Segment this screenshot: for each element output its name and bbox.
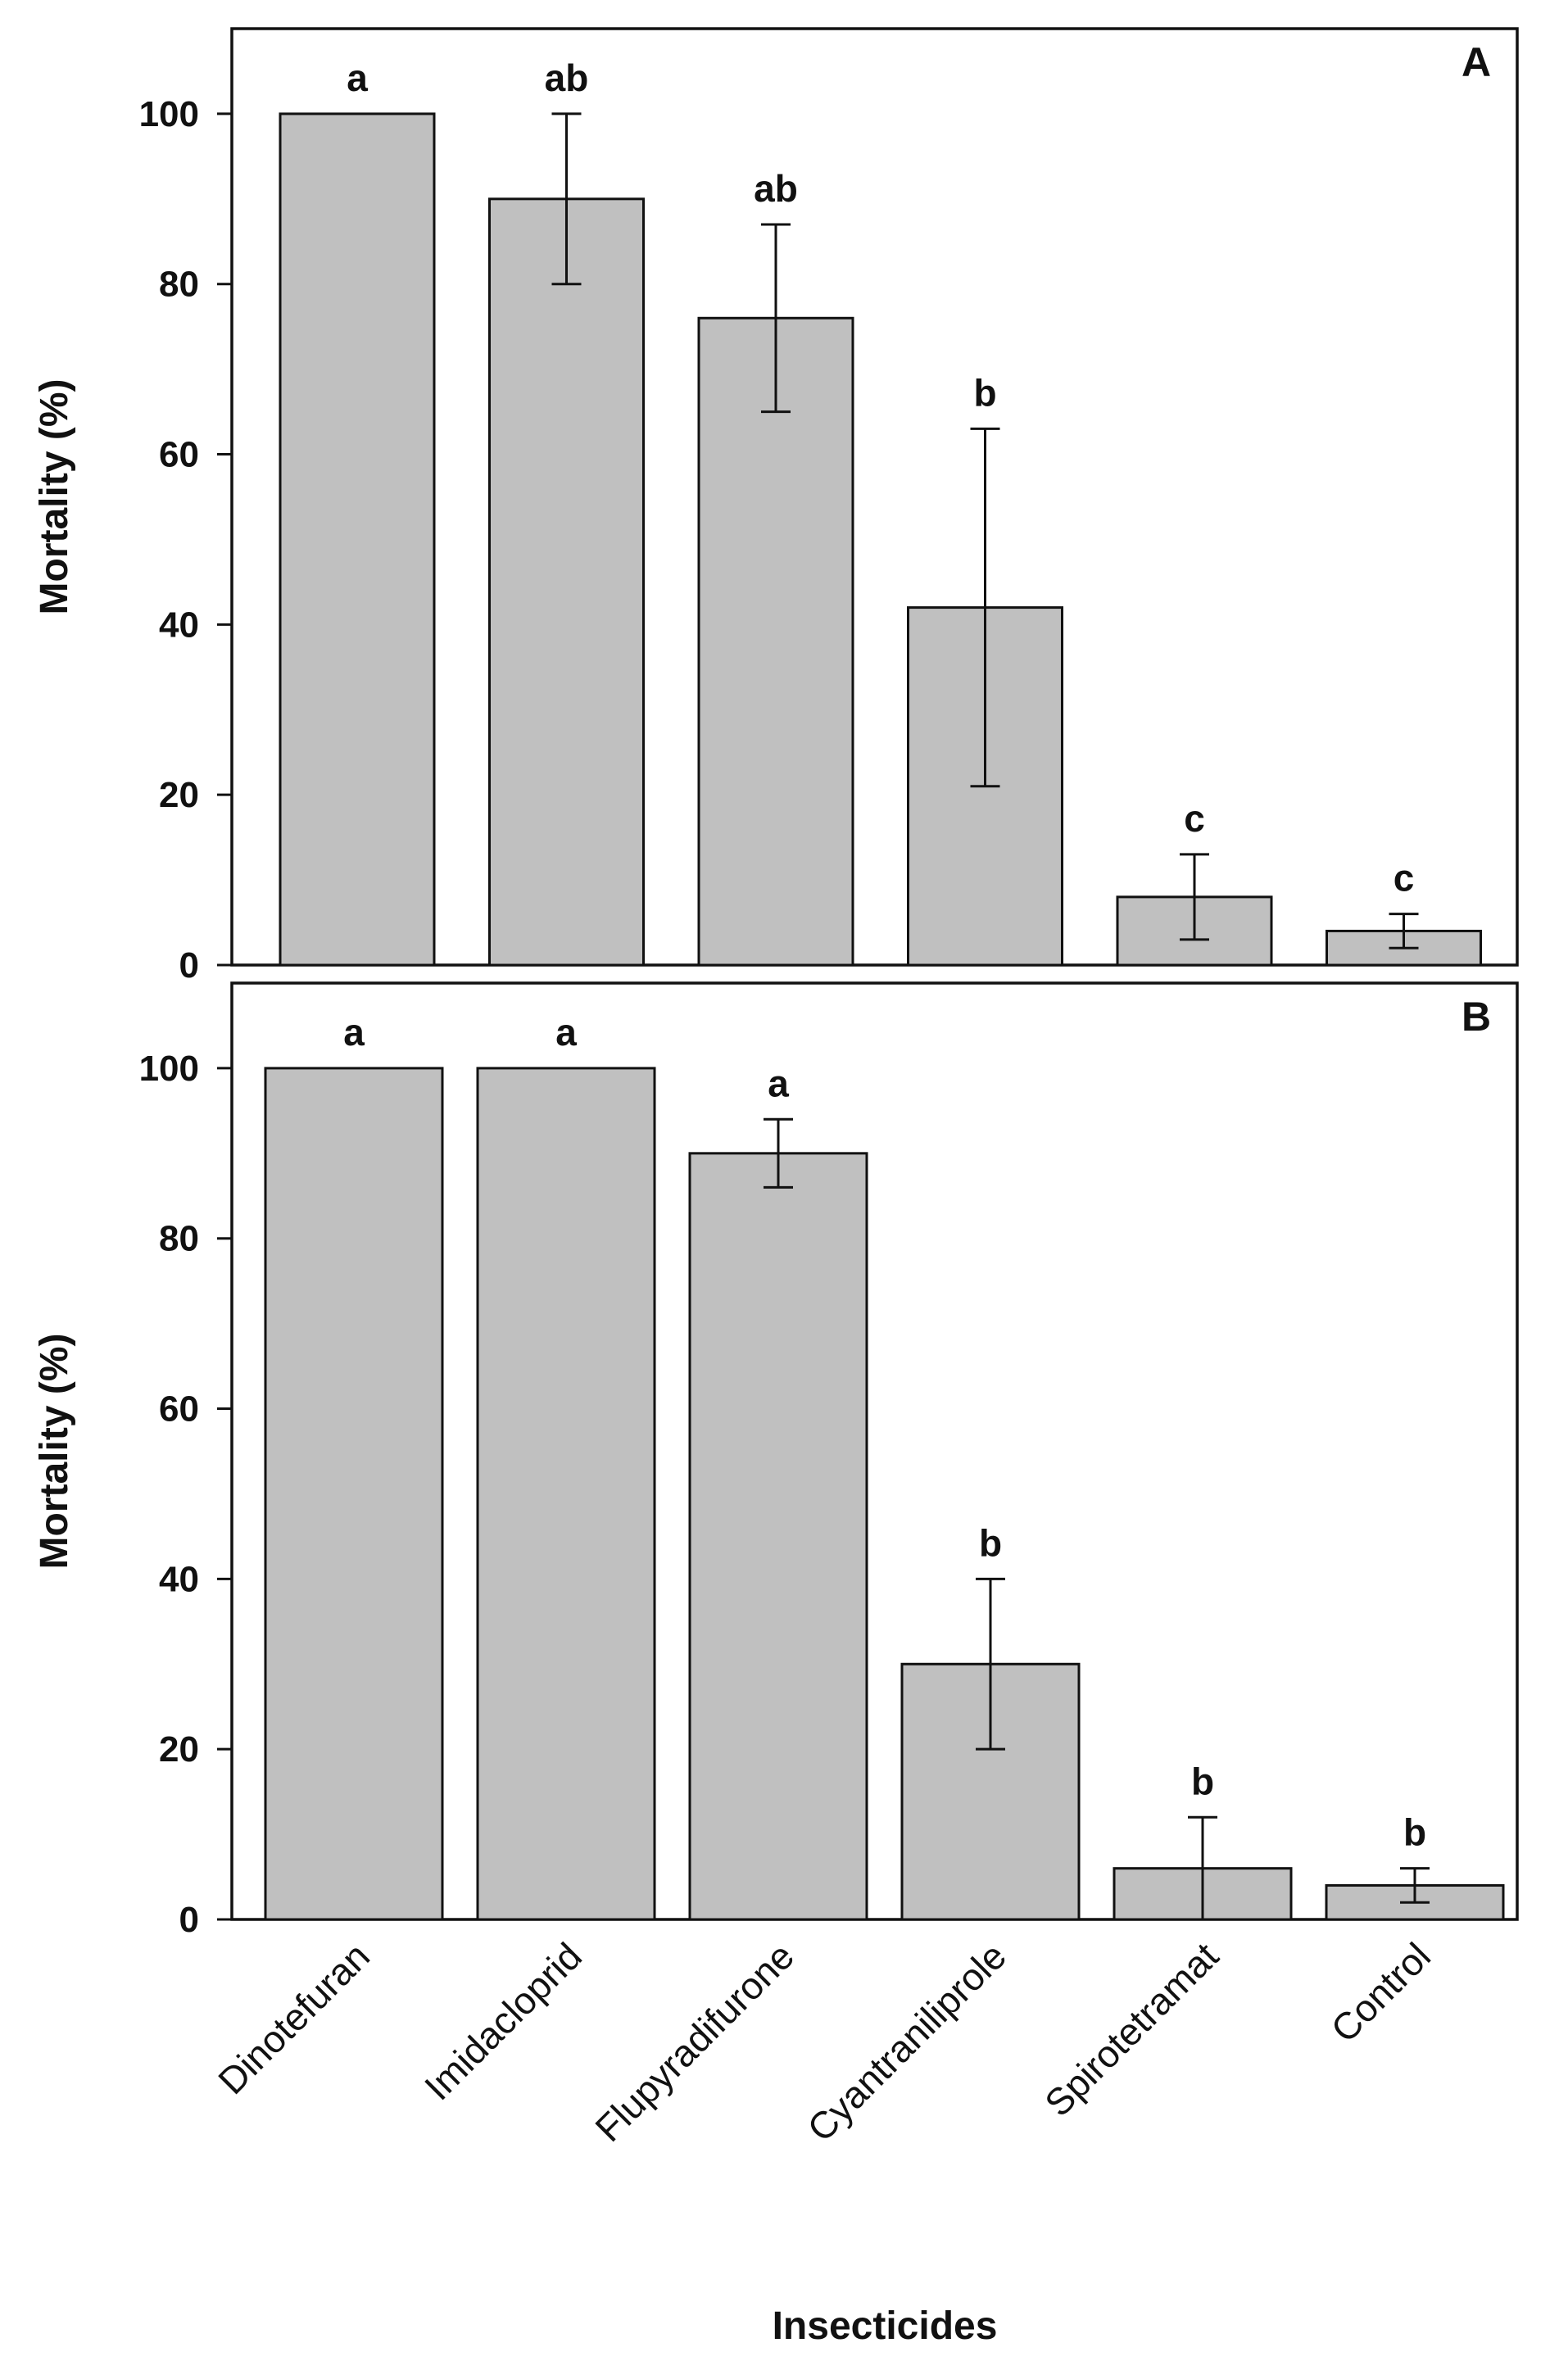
y-tick-label: 100 (139, 94, 199, 134)
y-tick-label: 100 (139, 1049, 199, 1089)
y-tick-label: 40 (159, 1559, 199, 1599)
error-bar (1188, 1815, 1217, 1921)
y-tick-label: 40 (159, 605, 199, 645)
error-bar (764, 1117, 793, 1189)
significance-letter: a (343, 1011, 365, 1054)
y-tick-label: 60 (159, 1389, 199, 1430)
bar-flupyradifurone (688, 1152, 868, 1921)
error-bar (1180, 853, 1209, 941)
y-tick-label: 60 (159, 435, 199, 475)
panel-a: 0 20 40 60 80 100 Mortality (%) Aa ab ab b c c (33, 27, 1519, 986)
significance-letter: c (1184, 797, 1205, 840)
x-category-label: Control (1322, 1934, 1439, 2051)
x-category-label: Dinotefuran (210, 1934, 378, 2102)
error-bar (976, 1577, 1005, 1751)
plot-frame (230, 981, 1519, 1921)
bar-dinotefuran (264, 1067, 444, 1921)
x-category-label: Cyantraniliprole (799, 1934, 1014, 2150)
significance-letter: b (979, 1521, 1002, 1564)
y-tick-label: 0 (179, 1900, 199, 1940)
y-tick-label: 0 (179, 945, 199, 986)
y-tick-label: 80 (159, 265, 199, 305)
error-bar (761, 223, 791, 414)
y-tick-label: 80 (159, 1219, 199, 1259)
panel-label: A (1462, 39, 1491, 85)
error-bar (970, 427, 1000, 788)
y-axis-title: Mortality (%) (33, 379, 76, 615)
significance-letter: ab (754, 167, 798, 210)
y-tick-label: 20 (159, 775, 199, 815)
error-bar (1400, 1867, 1430, 1904)
significance-letter: a (768, 1062, 789, 1104)
bar-imidacloprid (476, 1067, 656, 1921)
x-category-labels: Dinotefuran ImidaclopridFlupyradifuroneCy… (210, 1934, 1439, 2150)
error-bar (1389, 913, 1419, 949)
panel-label: B (1462, 994, 1491, 1040)
bar-imidacloprid (488, 197, 645, 967)
error-bar (551, 112, 582, 286)
significance-letter: c (1394, 857, 1415, 900)
significance-letter: b (1403, 1811, 1426, 1854)
x-category-label: Flupyradifurone (587, 1934, 802, 2150)
plot-frame (230, 27, 1519, 967)
significance-letter: b (973, 371, 996, 414)
bar-flupyradifurone (697, 316, 854, 967)
significance-letter: a (347, 57, 368, 99)
significance-letter: ab (545, 57, 589, 99)
panel-b: 0 20 40 60 80 100 Mortality (%) Ba a a b b b (33, 981, 1519, 1940)
x-category-label: Imidacloprid (416, 1934, 590, 2108)
y-axis-title: Mortality (%) (33, 1334, 76, 1570)
x-axis-title: Insecticides (773, 2304, 998, 2348)
significance-letter: a (555, 1011, 577, 1054)
significance-letter: b (1191, 1760, 1214, 1802)
y-tick-label: 20 (159, 1729, 199, 1770)
x-category-label: Spirotetramat (1036, 1934, 1226, 2124)
bar-dinotefuran (279, 112, 436, 967)
